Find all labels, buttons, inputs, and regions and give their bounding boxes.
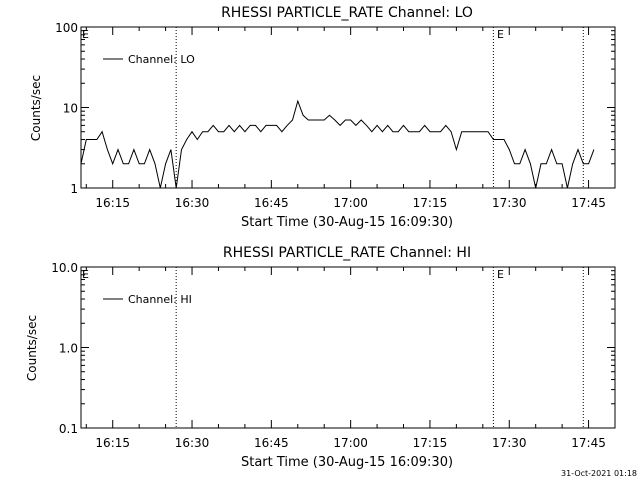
y-tick-label: 100 [55, 21, 78, 35]
x-tick-label: 17:45 [571, 436, 606, 450]
legend-label-lo: Channel: LO [128, 53, 195, 66]
y-axis-label-lo: Counts/sec [29, 75, 43, 141]
y-tick-label: 1 [70, 182, 78, 196]
y-tick-label: 10 [63, 102, 78, 116]
panel-lo: RHESSI PARTICLE_RATE Channel: LO 110100 … [29, 5, 616, 230]
x-axis-lo: 16:15 16:30 16:45 17:00 17:15 17:30 17:45 [85, 27, 616, 210]
series-line-lo [80, 99, 595, 189]
y-axis-hi: 0.1 1.0 10.0 [51, 261, 615, 436]
x-tick-label: 17:30 [492, 196, 527, 210]
event-markers-hi [175, 267, 584, 428]
x-tick-label: 17:00 [333, 196, 368, 210]
x-tick-label: 17:30 [492, 436, 527, 450]
x-tick-label: 16:45 [254, 196, 289, 210]
x-tick-label: 17:15 [413, 196, 448, 210]
x-tick-label: 16:15 [95, 196, 130, 210]
x-tick-label: 16:45 [254, 436, 289, 450]
chart-title-lo: RHESSI PARTICLE_RATE Channel: LO [221, 5, 473, 21]
plot-frame-hi [80, 266, 616, 429]
x-axis-label-hi: Start Time (30-Aug-15 16:09:30) [241, 455, 453, 470]
chart-title-hi: RHESSI PARTICLE_RATE Channel: HI [223, 245, 471, 261]
edge-label-right-lo: E [497, 28, 504, 41]
y-tick-label: 10.0 [51, 261, 78, 275]
x-tick-label: 17:15 [413, 436, 448, 450]
y-tick-label: 0.1 [59, 422, 78, 436]
x-axis-label-lo: Start Time (30-Aug-15 16:09:30) [241, 215, 453, 230]
y-axis-lo: 1 10 100 [55, 21, 615, 196]
x-axis-hi: 16:15 16:30 16:45 17:00 17:15 17:30 17:45 [85, 267, 616, 450]
panel-hi: RHESSI PARTICLE_RATE Channel: HI 0.1 1.0 1… [25, 245, 616, 470]
plot-frame-lo [80, 26, 616, 189]
edge-label-left-hi: E [82, 268, 89, 281]
x-tick-label: 17:00 [333, 436, 368, 450]
x-tick-label: 16:30 [175, 196, 210, 210]
edge-label-left-lo: E [82, 28, 89, 41]
event-markers-lo [175, 27, 584, 188]
x-tick-label: 17:45 [571, 196, 606, 210]
x-tick-label: 16:15 [95, 436, 130, 450]
edge-label-right-hi: E [497, 268, 504, 281]
y-axis-label-hi: Counts/sec [25, 315, 39, 381]
footer-timestamp: 31-Oct-2021 01:18 [561, 469, 637, 478]
x-tick-label: 16:30 [175, 436, 210, 450]
y-tick-label: 1.0 [59, 342, 78, 356]
legend-label-hi: Channel: HI [128, 293, 192, 306]
